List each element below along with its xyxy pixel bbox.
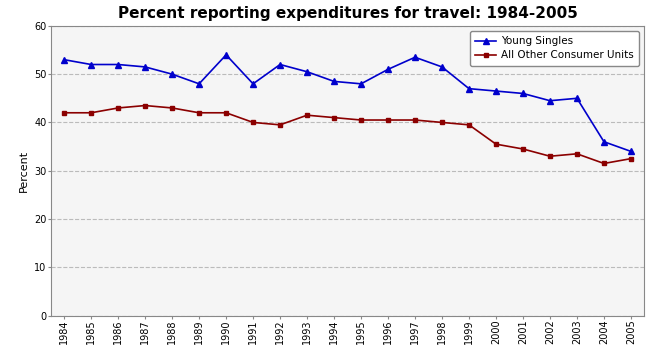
- All Other Consumer Units: [330, 116, 338, 120]
- All Other Consumer Units: [519, 147, 527, 151]
- Young Singles: [195, 82, 203, 86]
- Y-axis label: Percent: Percent: [19, 150, 29, 192]
- Young Singles: [546, 99, 554, 103]
- All Other Consumer Units: [114, 106, 122, 110]
- Young Singles: [168, 72, 176, 76]
- All Other Consumer Units: [573, 152, 581, 156]
- All Other Consumer Units: [276, 123, 284, 127]
- All Other Consumer Units: [60, 111, 68, 115]
- All Other Consumer Units: [384, 118, 392, 122]
- Young Singles: [60, 58, 68, 62]
- Young Singles: [357, 82, 365, 86]
- Young Singles: [87, 62, 95, 66]
- All Other Consumer Units: [492, 142, 500, 146]
- Young Singles: [384, 67, 392, 71]
- All Other Consumer Units: [627, 156, 635, 161]
- All Other Consumer Units: [438, 120, 446, 125]
- Young Singles: [438, 65, 446, 69]
- Young Singles: [492, 89, 500, 93]
- Line: All Other Consumer Units: All Other Consumer Units: [62, 103, 633, 166]
- Young Singles: [276, 62, 284, 66]
- All Other Consumer Units: [168, 106, 176, 110]
- All Other Consumer Units: [411, 118, 419, 122]
- Title: Percent reporting expenditures for travel: 1984-2005: Percent reporting expenditures for trave…: [118, 6, 577, 21]
- Young Singles: [303, 70, 311, 74]
- Young Singles: [519, 91, 527, 96]
- Young Singles: [411, 55, 419, 60]
- Young Singles: [249, 82, 257, 86]
- All Other Consumer Units: [249, 120, 257, 125]
- All Other Consumer Units: [303, 113, 311, 117]
- All Other Consumer Units: [546, 154, 554, 158]
- Young Singles: [330, 79, 338, 84]
- All Other Consumer Units: [357, 118, 365, 122]
- All Other Consumer Units: [141, 104, 149, 108]
- Young Singles: [114, 62, 122, 66]
- All Other Consumer Units: [600, 161, 608, 166]
- Young Singles: [222, 53, 230, 57]
- Young Singles: [141, 65, 149, 69]
- Line: Young Singles: Young Singles: [61, 52, 634, 154]
- All Other Consumer Units: [87, 111, 95, 115]
- Young Singles: [465, 86, 473, 91]
- All Other Consumer Units: [465, 123, 473, 127]
- Young Singles: [573, 96, 581, 100]
- Young Singles: [600, 140, 608, 144]
- All Other Consumer Units: [195, 111, 203, 115]
- Legend: Young Singles, All Other Consumer Units: Young Singles, All Other Consumer Units: [470, 31, 639, 66]
- Young Singles: [627, 149, 635, 154]
- All Other Consumer Units: [222, 111, 230, 115]
